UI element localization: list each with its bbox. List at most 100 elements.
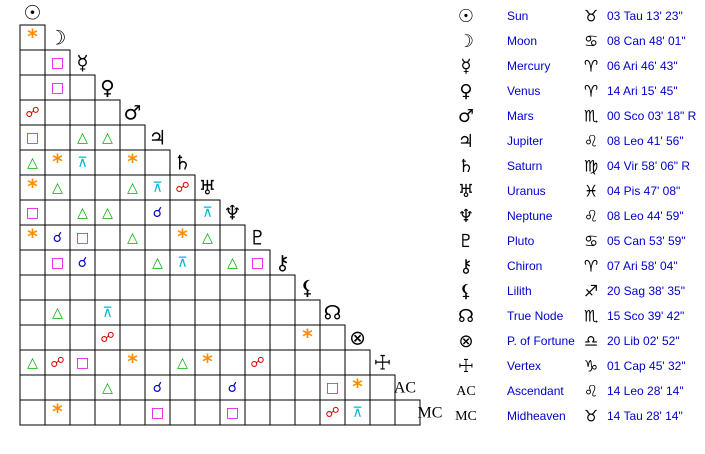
sign-glyph: ♋ <box>584 232 598 251</box>
list-glyph: ☊ <box>458 306 474 327</box>
aspect-cell <box>319 349 346 376</box>
aspect-symbol: ☍ <box>250 355 264 371</box>
sign-glyph: ♉ <box>584 7 598 26</box>
aspect-symbol: ☌ <box>228 380 237 396</box>
aspect-cell <box>144 224 171 251</box>
aspect-symbol: △ <box>202 230 213 246</box>
position: 14 Ari 15' 45" <box>607 84 678 98</box>
body-glyph: ⚸ <box>300 276 315 300</box>
aspect-cell <box>244 399 271 426</box>
position: 07 Ari 58' 04" <box>607 259 678 273</box>
body-name: Mercury <box>507 59 550 73</box>
sign-glyph: ♎ <box>584 332 598 351</box>
body-name: Uranus <box>507 184 546 198</box>
aspect-cell <box>269 299 296 326</box>
aspect-cell <box>69 99 96 126</box>
aspect-cell <box>94 224 121 251</box>
body-glyph: ☊ <box>324 301 342 325</box>
aspect-symbol: ⊼ <box>77 155 87 171</box>
body-glyph: ♂ <box>124 101 142 125</box>
aspect-cell <box>294 349 321 376</box>
aspect-cell <box>244 324 271 351</box>
aspect-cell <box>294 399 321 426</box>
aspect-cell <box>244 374 271 401</box>
aspect-symbol: ⊼ <box>202 205 212 221</box>
sign-glyph: ♈ <box>584 82 598 101</box>
aspect-cell <box>119 324 146 351</box>
aspect-cell <box>269 374 296 401</box>
list-glyph: ♂ <box>458 106 474 127</box>
aspect-cell <box>94 149 121 176</box>
aspect-symbol: □ <box>226 405 239 421</box>
aspect-symbol: □ <box>151 405 164 421</box>
aspect-cell <box>144 349 171 376</box>
aspect-symbol: ⊼ <box>352 405 362 421</box>
aspect-cell <box>119 199 146 226</box>
position: 20 Lib 02' 52" <box>607 334 680 348</box>
sign-glyph: ♋ <box>584 32 598 51</box>
aspect-cell <box>44 374 71 401</box>
aspect-cell <box>194 324 221 351</box>
position: 20 Sag 38' 35" <box>607 284 685 298</box>
aspect-cell <box>19 249 46 276</box>
aspect-symbol: * <box>202 350 213 374</box>
body-name: Midheaven <box>507 409 566 423</box>
list-glyph: ☽ <box>458 31 474 52</box>
aspect-cell <box>244 299 271 326</box>
aspect-symbol: □ <box>51 80 64 96</box>
aspect-symbol: * <box>27 225 38 249</box>
aspect-symbol: △ <box>52 305 63 321</box>
aspect-cell <box>44 124 71 151</box>
aspect-cell <box>219 299 246 326</box>
sign-glyph: ♑ <box>584 357 598 376</box>
aspect-cell <box>169 374 196 401</box>
aspect-symbol: □ <box>51 255 64 271</box>
aspect-cell <box>119 374 146 401</box>
aspect-cell <box>94 249 121 276</box>
aspect-symbol: □ <box>51 55 64 71</box>
aspect-cell <box>44 99 71 126</box>
body-glyph: ♇ <box>249 226 267 250</box>
aspect-cell <box>94 349 121 376</box>
aspect-cell <box>19 274 46 301</box>
aspect-symbol: △ <box>27 155 38 171</box>
sign-glyph: ♈ <box>584 257 598 276</box>
aspect-cell <box>144 299 171 326</box>
aspect-cell <box>94 99 121 126</box>
aspect-cell <box>144 399 171 426</box>
aspect-symbol: ☍ <box>325 405 339 421</box>
aspect-symbol: △ <box>102 130 113 146</box>
body-name: Saturn <box>507 159 542 173</box>
aspect-cell <box>119 174 146 201</box>
sign-glyph: ♓ <box>584 182 598 201</box>
aspect-cell <box>44 224 71 251</box>
aspect-symbol: * <box>177 225 188 249</box>
aspect-cell <box>94 399 121 426</box>
aspect-cell <box>44 274 71 301</box>
body-name: Moon <box>507 34 537 48</box>
aspect-cell <box>194 224 221 251</box>
aspect-cell <box>94 199 121 226</box>
position: 00 Sco 03' 18" R <box>607 109 697 123</box>
list-glyph: ⊗ <box>458 331 473 352</box>
aspect-symbol: ⊼ <box>152 180 162 196</box>
sign-glyph: ♉ <box>584 407 598 426</box>
list-glyph: ♄ <box>458 156 474 177</box>
aspect-symbol: * <box>52 150 63 174</box>
aspect-cell <box>269 349 296 376</box>
list-glyph: ⚸ <box>459 281 472 302</box>
position: 04 Pis 47' 08" <box>607 184 680 198</box>
aspect-symbol: △ <box>77 205 88 221</box>
aspect-cell <box>119 124 146 151</box>
position: 14 Leo 28' 14" <box>607 384 684 398</box>
list-glyph: ☉ <box>458 6 474 27</box>
aspect-cell <box>219 224 246 251</box>
aspect-cell <box>194 399 221 426</box>
aspect-symbol: ☌ <box>53 230 62 246</box>
list-glyph: ♀ <box>459 81 472 102</box>
body-glyph: ♀ <box>100 76 115 100</box>
body-glyph: ☩ <box>374 351 392 375</box>
aspect-cell <box>44 324 71 351</box>
body-glyph: AC <box>394 380 416 397</box>
aspect-symbol: ☌ <box>78 255 87 271</box>
